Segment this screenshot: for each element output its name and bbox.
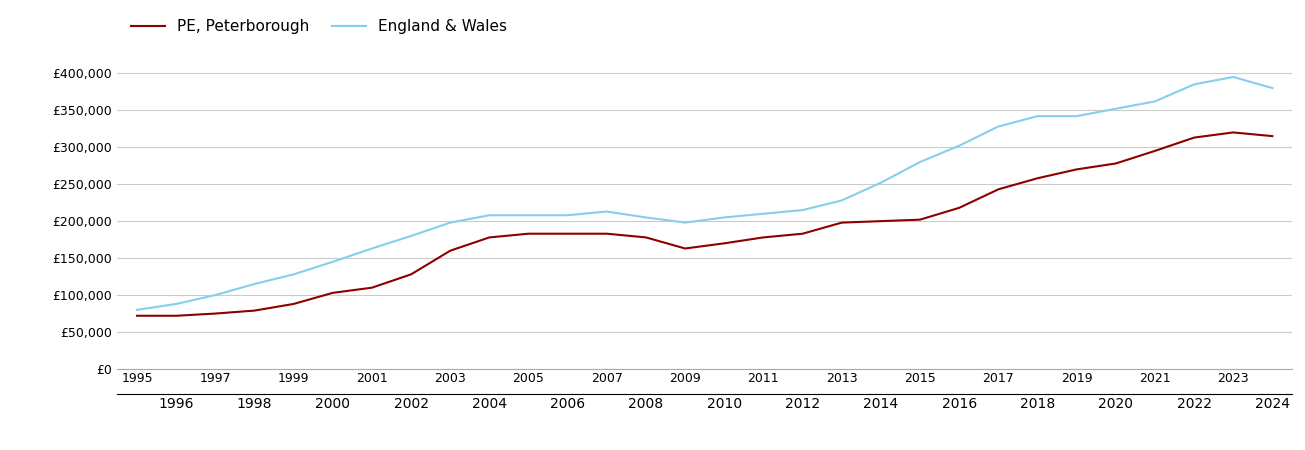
England & Wales [1108,106,1124,112]
England & Wales [990,124,1006,129]
England & Wales [1069,113,1084,119]
England & Wales [168,301,184,306]
England & Wales [1030,113,1045,119]
PE, Peterborough [716,241,732,246]
PE, Peterborough [677,246,693,251]
PE, Peterborough [795,231,810,236]
England & Wales [482,212,497,218]
PE, Peterborough [364,285,380,290]
PE, Peterborough [247,308,262,313]
England & Wales [873,180,889,185]
England & Wales [560,212,576,218]
England & Wales [677,220,693,225]
PE, Peterborough [599,231,615,236]
England & Wales [1265,86,1280,91]
England & Wales [286,272,301,277]
PE, Peterborough [482,235,497,240]
PE, Peterborough [168,313,184,319]
England & Wales [795,207,810,213]
PE, Peterborough [1030,176,1045,181]
PE, Peterborough [1186,135,1202,140]
England & Wales [364,246,380,251]
PE, Peterborough [1147,148,1163,153]
England & Wales [325,259,341,265]
England & Wales [912,159,928,165]
PE, Peterborough [207,311,223,316]
PE, Peterborough [756,235,771,240]
PE, Peterborough [560,231,576,236]
PE, Peterborough [521,231,536,236]
England & Wales [834,198,850,203]
England & Wales [599,209,615,214]
PE, Peterborough [286,301,301,306]
England & Wales [442,220,458,225]
PE, Peterborough [990,187,1006,192]
England & Wales [207,292,223,298]
England & Wales [716,215,732,220]
PE, Peterborough [834,220,850,225]
England & Wales [1186,82,1202,87]
PE, Peterborough [873,218,889,224]
England & Wales [403,233,419,238]
England & Wales [521,212,536,218]
PE, Peterborough [129,313,145,319]
PE, Peterborough [638,235,654,240]
PE, Peterborough [951,205,967,211]
PE, Peterborough [1225,130,1241,135]
PE, Peterborough [403,272,419,277]
England & Wales [129,307,145,313]
England & Wales [638,215,654,220]
PE, Peterborough [442,248,458,253]
PE, Peterborough [1069,166,1084,172]
England & Wales [1147,99,1163,104]
PE, Peterborough [1108,161,1124,166]
PE, Peterborough [912,217,928,222]
England & Wales [756,211,771,216]
PE, Peterborough [1265,133,1280,139]
PE, Peterborough [325,290,341,296]
Line: PE, Peterborough: PE, Peterborough [137,132,1272,316]
Legend: PE, Peterborough, England & Wales: PE, Peterborough, England & Wales [125,14,513,40]
Line: England & Wales: England & Wales [137,77,1272,310]
England & Wales [951,143,967,148]
England & Wales [1225,74,1241,80]
England & Wales [247,281,262,287]
